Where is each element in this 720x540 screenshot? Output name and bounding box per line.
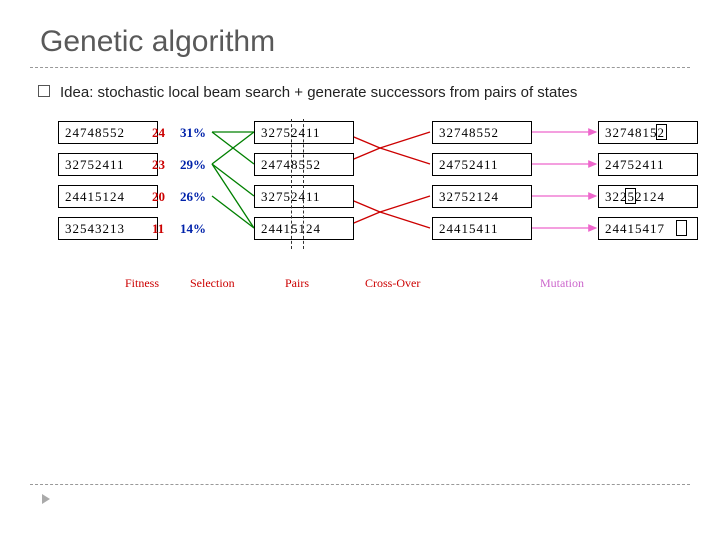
fitness-value: 23: [152, 153, 165, 176]
bullet-item: Idea: stochastic local beam search + gen…: [30, 82, 690, 103]
state-box: 24748552: [58, 121, 158, 144]
selection-pct: 31%: [180, 121, 206, 144]
state-box: 32752124: [432, 185, 532, 208]
footer-divider: [30, 484, 690, 485]
state-box: 32752411: [254, 121, 354, 144]
caption-label: Mutation: [540, 276, 584, 291]
state-box: 24752411: [598, 153, 698, 176]
state-box: 32752411: [254, 185, 354, 208]
caption-label: Fitness: [125, 276, 159, 291]
state-box: 32543213: [58, 217, 158, 240]
caption-label: Cross-Over: [365, 276, 420, 291]
selection-pct: 26%: [180, 185, 206, 208]
state-box: 32748152: [598, 121, 698, 144]
state-box: 24748552: [254, 153, 354, 176]
title-divider: [30, 67, 690, 68]
state-box: 24752411: [432, 153, 532, 176]
selection-pct: 14%: [180, 217, 206, 240]
state-box: 24415124: [254, 217, 354, 240]
state-box: 32748552: [432, 121, 532, 144]
state-box: 24415411: [432, 217, 532, 240]
caption-label: Selection: [190, 276, 235, 291]
fitness-value: 11: [152, 217, 165, 240]
mutation-highlight: [676, 220, 687, 236]
selection-pct: 29%: [180, 153, 206, 176]
footer-arrow-icon: [42, 494, 50, 504]
bullet-text: Idea: stochastic local beam search + gen…: [60, 82, 577, 103]
state-box: 32752411: [58, 153, 158, 176]
page-title: Genetic algorithm: [40, 25, 690, 59]
caption-label: Pairs: [285, 276, 309, 291]
ga-diagram: FitnessSelectionPairsCross-OverMutation …: [30, 121, 690, 321]
fitness-value: 20: [152, 185, 165, 208]
fitness-value: 24: [152, 121, 165, 144]
bullet-marker: [38, 85, 50, 97]
state-box: 24415124: [58, 185, 158, 208]
state-box: 32252124: [598, 185, 698, 208]
